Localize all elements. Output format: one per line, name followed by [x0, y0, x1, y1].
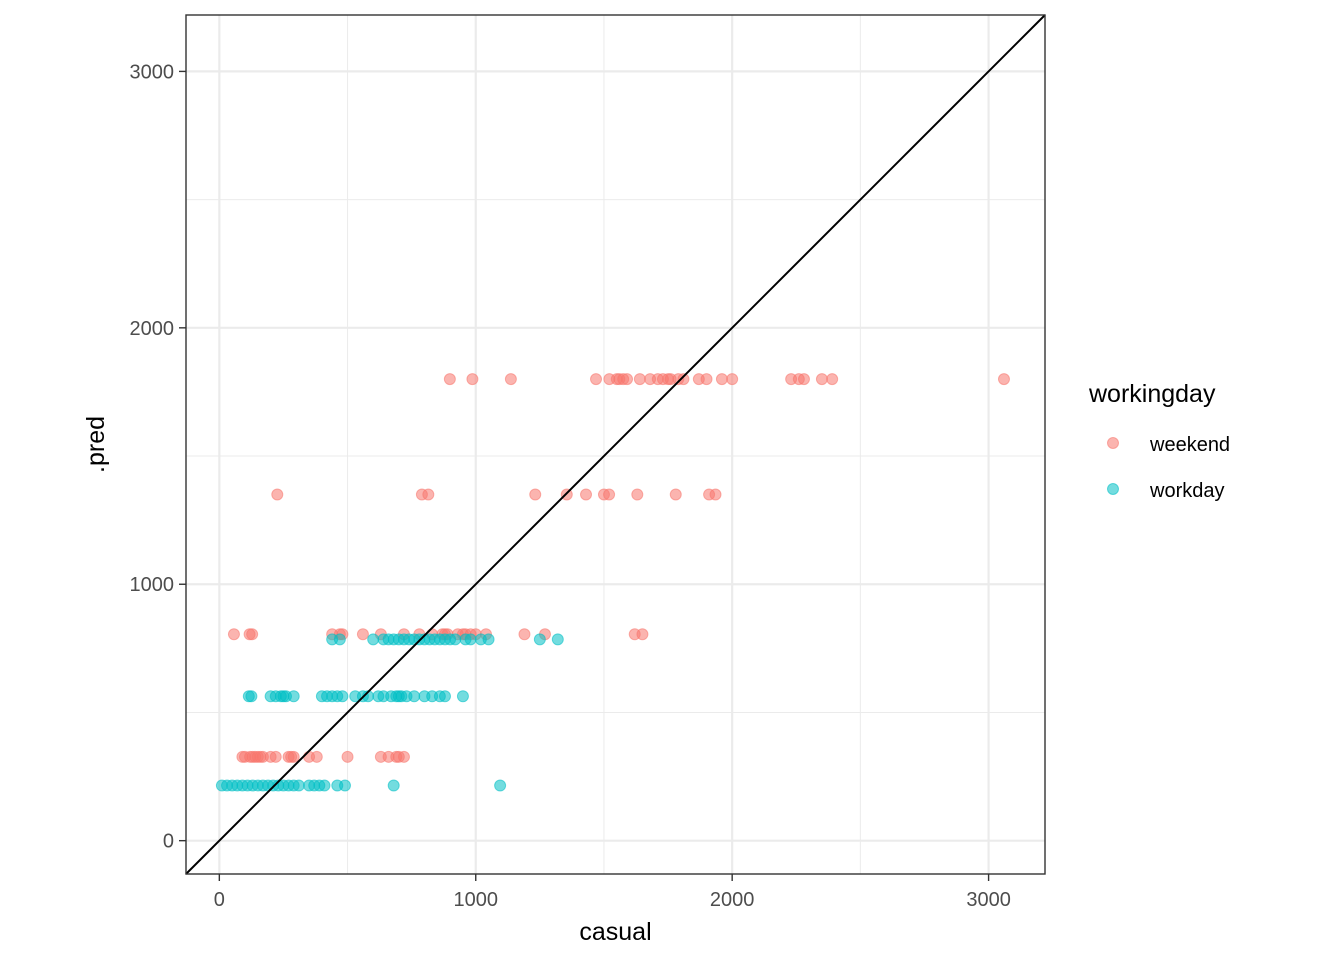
point-weekend [518, 628, 531, 641]
point-weekend [997, 373, 1010, 386]
legend-label-weekend: weekend [1149, 434, 1230, 456]
legend: workingday weekend workday [1088, 380, 1230, 502]
point-workday [533, 633, 546, 646]
legend-title: workingday [1088, 380, 1216, 408]
major-gridlines [186, 15, 1045, 874]
data-points [215, 373, 1010, 792]
minor-gridlines [186, 15, 1045, 874]
point-weekend [726, 373, 739, 386]
point-weekend [466, 373, 479, 386]
point-workday [336, 690, 349, 703]
x-axis-title: casual [579, 918, 651, 946]
point-weekend [669, 488, 682, 501]
point-workday [438, 690, 451, 703]
point-weekend [504, 373, 517, 386]
point-workday [292, 779, 305, 792]
legend-key-weekend [1107, 437, 1119, 449]
y-tick-label: 1000 [130, 574, 175, 596]
point-workday [456, 690, 469, 703]
point-workday [449, 633, 462, 646]
point-weekend [341, 750, 354, 763]
point-weekend [633, 373, 646, 386]
point-weekend [310, 750, 323, 763]
y-axis-title: .pred [82, 416, 110, 473]
point-weekend [677, 373, 690, 386]
plot-panel-border [185, 14, 1046, 875]
point-workday [338, 779, 351, 792]
point-workday [482, 633, 495, 646]
point-workday [367, 633, 380, 646]
point-weekend [603, 488, 616, 501]
point-weekend [422, 488, 435, 501]
point-workday [387, 779, 400, 792]
x-tick-label: 3000 [966, 889, 1011, 911]
point-weekend [271, 488, 284, 501]
legend-label-workday: workday [1149, 480, 1224, 502]
y-axis-ticks: 0 1000 2000 3000 [130, 61, 186, 853]
point-weekend [709, 488, 722, 501]
point-workday [551, 633, 564, 646]
point-weekend [397, 750, 410, 763]
point-workday [333, 633, 346, 646]
point-weekend [797, 373, 810, 386]
point-workday [464, 633, 477, 646]
point-weekend [227, 628, 240, 641]
point-workday [318, 779, 331, 792]
point-weekend [815, 373, 828, 386]
point-weekend [636, 628, 649, 641]
point-workday [287, 690, 300, 703]
point-weekend [580, 488, 593, 501]
point-weekend [269, 750, 282, 763]
point-weekend [590, 373, 603, 386]
identity-reference-line [185, 14, 1046, 875]
point-workday [494, 779, 507, 792]
point-workday [408, 690, 421, 703]
point-weekend [287, 750, 300, 763]
y-tick-label: 0 [163, 831, 174, 853]
point-weekend [246, 628, 259, 641]
x-tick-label: 2000 [710, 889, 755, 911]
point-weekend [826, 373, 839, 386]
point-weekend [529, 488, 542, 501]
point-weekend [715, 373, 728, 386]
x-tick-label: 0 [214, 889, 225, 911]
x-axis-ticks: 0 1000 2000 3000 [214, 874, 1011, 911]
x-tick-label: 1000 [454, 889, 499, 911]
y-tick-label: 3000 [130, 61, 175, 83]
y-tick-label: 2000 [130, 318, 175, 340]
point-weekend [631, 488, 644, 501]
point-weekend [443, 373, 456, 386]
legend-key-workday [1107, 483, 1119, 495]
point-weekend [700, 373, 713, 386]
point-weekend [356, 628, 369, 641]
point-weekend [621, 373, 634, 386]
point-workday [245, 690, 258, 703]
